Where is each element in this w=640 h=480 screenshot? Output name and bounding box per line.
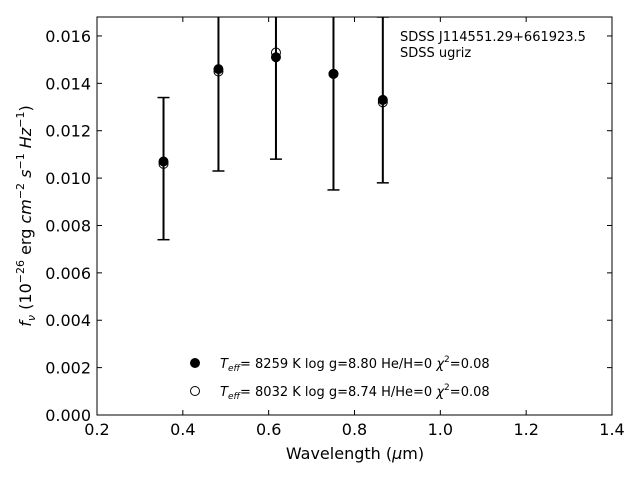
point-open: [377, 97, 388, 108]
point-open: [328, 68, 339, 79]
x-tick-label: 0.4: [170, 420, 195, 439]
point-open: [270, 47, 281, 58]
x-tick-label: 1.2: [513, 420, 538, 439]
y-axis-label: fν (10−26 erg cm−2 s−1 Hz−1): [14, 105, 38, 326]
x-axis-label: Wavelength (μm): [286, 444, 424, 463]
y-tick-label: 0.004: [45, 311, 91, 330]
point-filled: [158, 156, 169, 167]
legend-entry-2: Teff= 8032 K log g=8.74 H/He=0 χ2=0.08: [220, 383, 490, 402]
annotation-survey-name: SDSS ugriz: [400, 46, 471, 61]
legend-marker-open: [190, 386, 200, 396]
point-open: [213, 66, 224, 77]
y-tick-label: 0.002: [45, 359, 91, 378]
legend-marker-filled: [190, 358, 200, 368]
legend-entry-1: Teff= 8259 K log g=8.80 He/H=0 χ2=0.08: [220, 355, 490, 374]
y-tick-label: 0.014: [45, 74, 91, 93]
point-open: [158, 158, 169, 169]
x-tick-label: 1.0: [428, 420, 453, 439]
point-filled: [213, 64, 224, 75]
y-tick-label: 0.010: [45, 169, 91, 188]
legend: Teff= 8259 K log g=8.80 He/H=0 χ2=0.08 T…: [190, 355, 490, 402]
x-tick-label: 0.2: [84, 420, 109, 439]
y-tick-label: 0.012: [45, 122, 91, 141]
x-tick-label: 1.4: [599, 420, 624, 439]
y-tick-label: 0.000: [45, 406, 91, 425]
y-tick-label: 0.008: [45, 216, 91, 235]
plot-frame: [96, 16, 613, 416]
point-filled: [377, 94, 388, 105]
annotation-object-name: SDSS J114551.29+661923.5: [400, 30, 586, 45]
x-tick-label: 0.6: [256, 420, 281, 439]
y-tick-label: 0.006: [45, 264, 91, 283]
x-tick-label: 0.8: [342, 420, 367, 439]
y-tick-label: 0.016: [45, 27, 91, 46]
